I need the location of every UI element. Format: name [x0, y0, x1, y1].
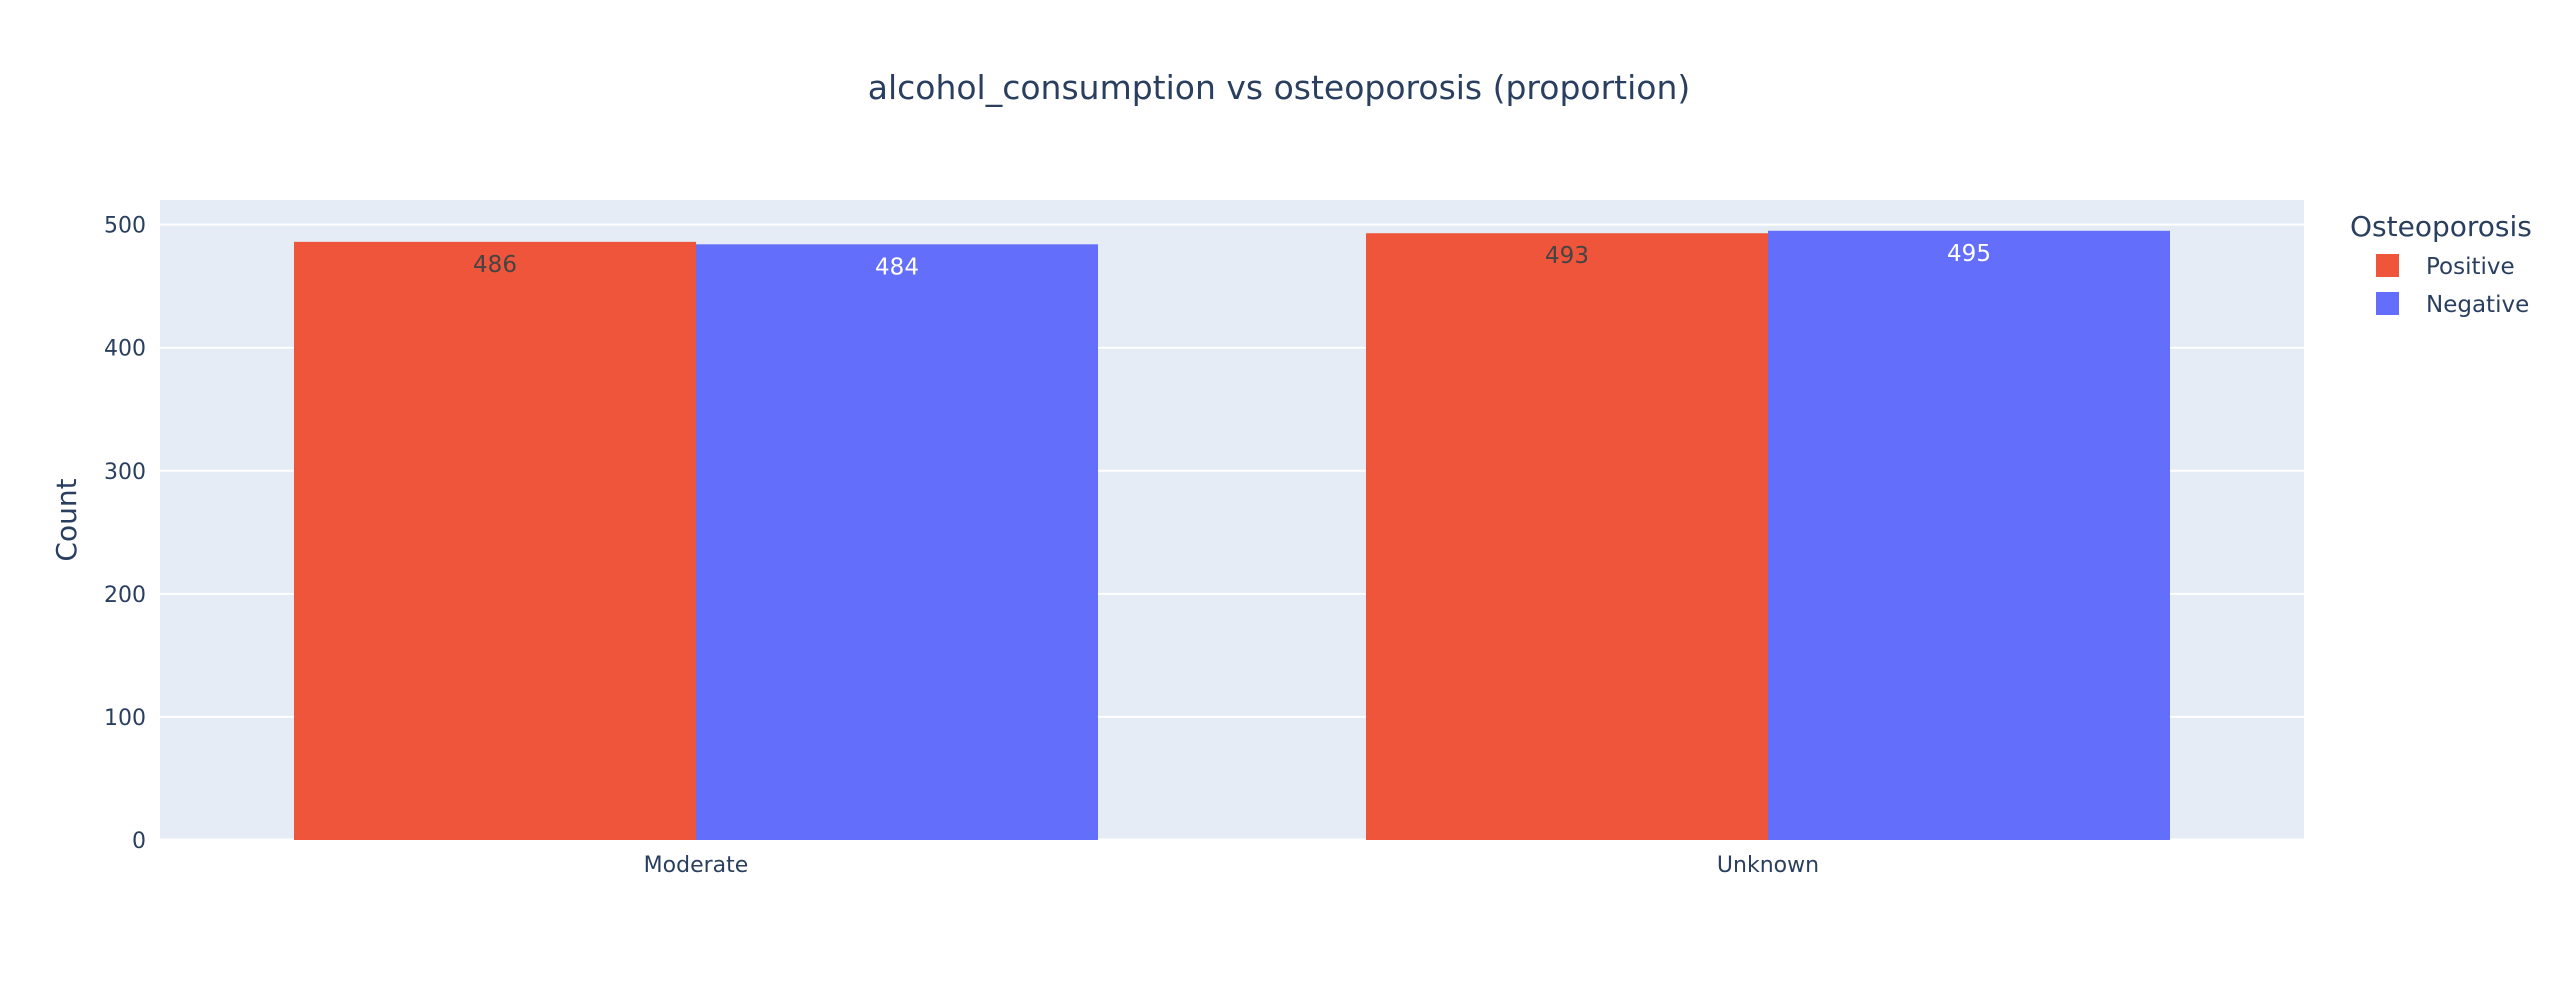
chart-title: alcohol_consumption vs osteoporosis (pro… [868, 68, 1691, 107]
x-axis-ticks: Moderate Unknown [644, 853, 1819, 878]
y-tick-label: 100 [104, 706, 146, 731]
y-tick-label: 200 [104, 583, 146, 608]
data-label: 484 [875, 254, 919, 280]
bars [294, 230, 2170, 841]
data-label: 495 [1947, 241, 1991, 267]
legend-items: Positive Negative [2376, 254, 2529, 318]
data-labels: 486 484 493 495 [473, 241, 1991, 281]
bar-positive-moderate [294, 241, 696, 840]
legend-title: Osteoporosis [2350, 210, 2532, 243]
legend-swatch-positive[interactable] [2376, 254, 2399, 277]
bar-negative-unknown [1768, 230, 2170, 840]
legend-label-negative[interactable]: Negative [2426, 292, 2529, 318]
x-tick-label: Moderate [644, 853, 749, 878]
y-axis-title: Count [50, 478, 83, 561]
y-tick-label: 300 [104, 460, 146, 485]
y-tick-label: 400 [104, 337, 146, 362]
bar-negative-moderate [696, 244, 1098, 841]
legend: Osteoporosis Positive Negative [2350, 210, 2532, 318]
y-axis-ticks: 0 100 200 300 400 500 [104, 214, 146, 854]
legend-swatch-negative[interactable] [2376, 292, 2399, 315]
data-label: 493 [1545, 243, 1589, 269]
bar-positive-unknown [1366, 233, 1768, 840]
legend-label-positive[interactable]: Positive [2426, 254, 2515, 280]
x-tick-label: Unknown [1717, 853, 1819, 878]
y-tick-label: 0 [132, 829, 146, 854]
data-label: 486 [473, 252, 517, 278]
y-tick-label: 500 [104, 214, 146, 239]
